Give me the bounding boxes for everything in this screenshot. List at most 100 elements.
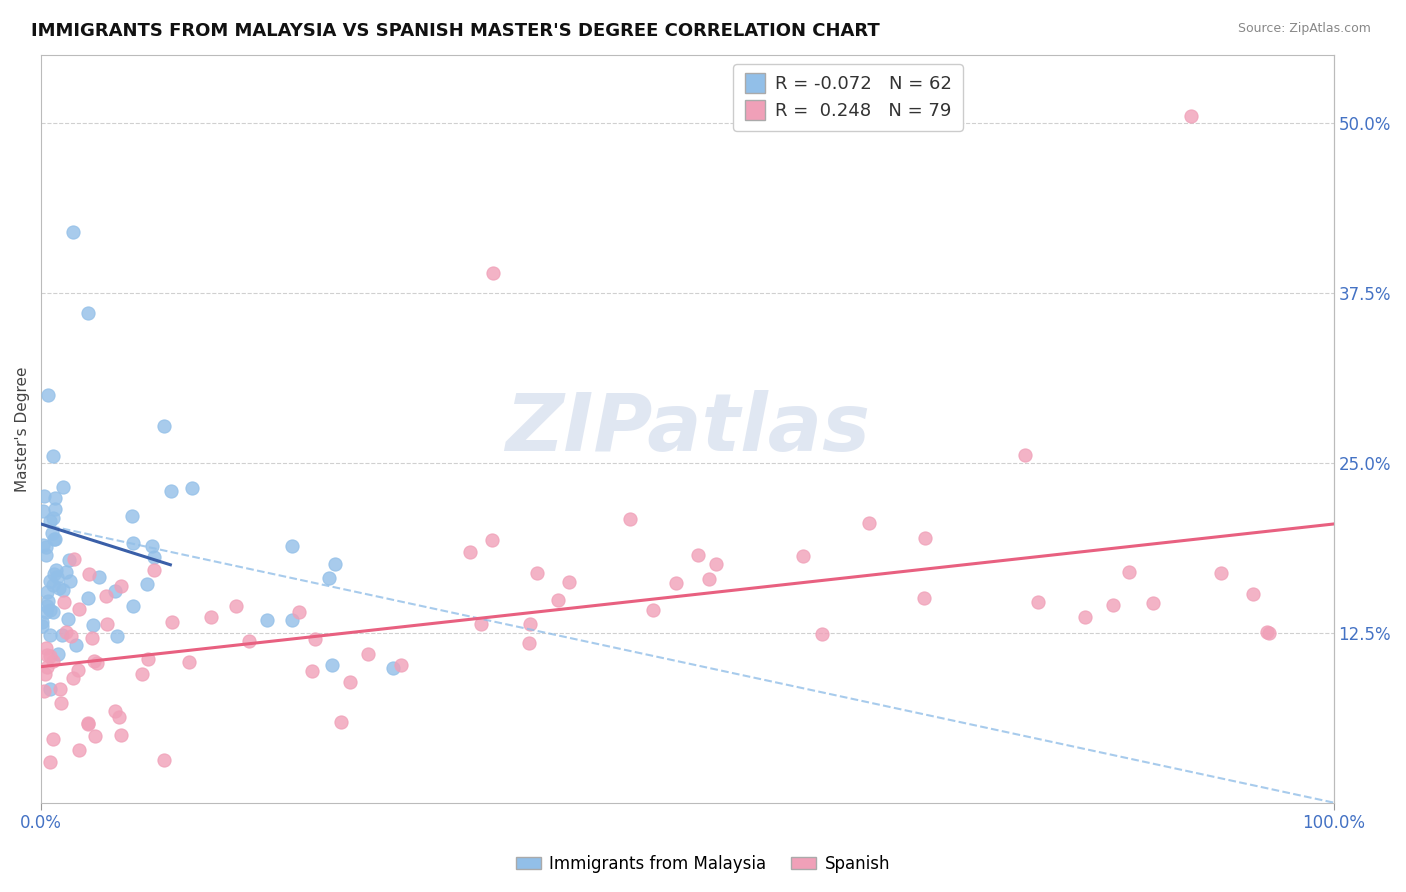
Point (200, 610, 222, 624)
Point (42, 654, 65, 668)
Point (67, 601, 90, 615)
Point (1028, 595, 1050, 609)
Point (39, 682, 62, 697)
Point (357, 647, 380, 661)
Point (225, 599, 247, 614)
Point (301, 664, 323, 678)
Point (697, 572, 720, 586)
Point (66, 663, 89, 677)
Point (330, 715, 353, 730)
Point (83, 654, 105, 668)
Point (84, 729, 107, 743)
Point (105, 629, 128, 643)
Legend: R = -0.072   N = 62, R =  0.248   N = 79: R = -0.072 N = 62, R = 0.248 N = 79 (734, 64, 963, 131)
Point (482, 266, 505, 280)
Point (110, 579, 132, 593)
Point (51, 628, 73, 642)
Point (35, 660, 58, 674)
Point (37, 585, 59, 599)
Point (42, 578, 65, 592)
Point (38, 514, 60, 528)
Point (1211, 566, 1233, 580)
Point (44, 566, 66, 581)
Point (34, 667, 56, 681)
Point (44, 502, 66, 516)
Point (56, 612, 79, 626)
Point (1118, 565, 1140, 579)
Point (180, 482, 202, 496)
Point (288, 605, 311, 619)
Point (41, 525, 63, 540)
Point (44, 491, 66, 505)
Point (62, 671, 84, 685)
Point (135, 577, 157, 591)
Point (31, 615, 53, 630)
Point (82, 617, 104, 632)
Point (63, 552, 86, 566)
Point (104, 704, 127, 718)
Legend: Immigrants from Malaysia, Spanish: Immigrants from Malaysia, Spanish (509, 848, 897, 880)
Point (318, 571, 340, 585)
Text: IMMIGRANTS FROM MALAYSIA VS SPANISH MASTER'S DEGREE CORRELATION CHART: IMMIGRANTS FROM MALAYSIA VS SPANISH MAST… (31, 22, 880, 40)
Point (458, 544, 481, 558)
Point (42, 449, 65, 463)
Point (37, 599, 59, 614)
Point (281, 540, 304, 554)
Point (89, 570, 111, 584)
Point (31, 504, 53, 518)
Point (389, 657, 412, 672)
Point (177, 655, 200, 669)
Point (59, 574, 82, 588)
Point (325, 558, 347, 572)
Point (1074, 610, 1097, 624)
Point (31, 538, 53, 552)
Point (35, 605, 58, 619)
Point (59, 629, 82, 643)
Point (42, 605, 65, 619)
Point (1142, 596, 1164, 610)
Point (143, 563, 166, 577)
Point (1180, 109, 1202, 123)
Point (153, 419, 176, 434)
Point (62, 225, 84, 239)
Point (51, 696, 73, 710)
Point (55, 565, 77, 579)
Point (42, 532, 65, 546)
Point (48, 582, 70, 596)
Point (51, 480, 73, 494)
Point (67, 742, 90, 756)
Point (1257, 625, 1279, 640)
Point (76, 591, 98, 606)
Point (35, 640, 58, 655)
Point (37, 594, 59, 608)
Point (108, 710, 131, 724)
Point (77, 715, 100, 730)
Point (159, 484, 181, 499)
Point (96, 617, 118, 632)
Point (153, 753, 176, 767)
Point (547, 593, 569, 607)
Point (122, 536, 145, 550)
Point (38, 648, 60, 663)
Text: Source: ZipAtlas.com: Source: ZipAtlas.com (1237, 22, 1371, 36)
Point (104, 584, 127, 599)
Point (79, 567, 101, 582)
Point (1241, 587, 1264, 601)
Point (86, 657, 108, 671)
Point (52, 582, 75, 597)
Point (619, 512, 641, 526)
Point (557, 574, 579, 589)
Point (46, 647, 69, 661)
Point (37, 648, 59, 662)
Point (131, 667, 153, 681)
Point (45, 570, 67, 584)
Point (136, 652, 159, 666)
Point (39, 574, 62, 588)
Point (160, 615, 183, 630)
Point (35, 548, 58, 562)
Point (914, 531, 936, 545)
Point (321, 658, 343, 673)
Point (76, 306, 98, 320)
Point (665, 576, 688, 591)
Point (688, 548, 710, 562)
